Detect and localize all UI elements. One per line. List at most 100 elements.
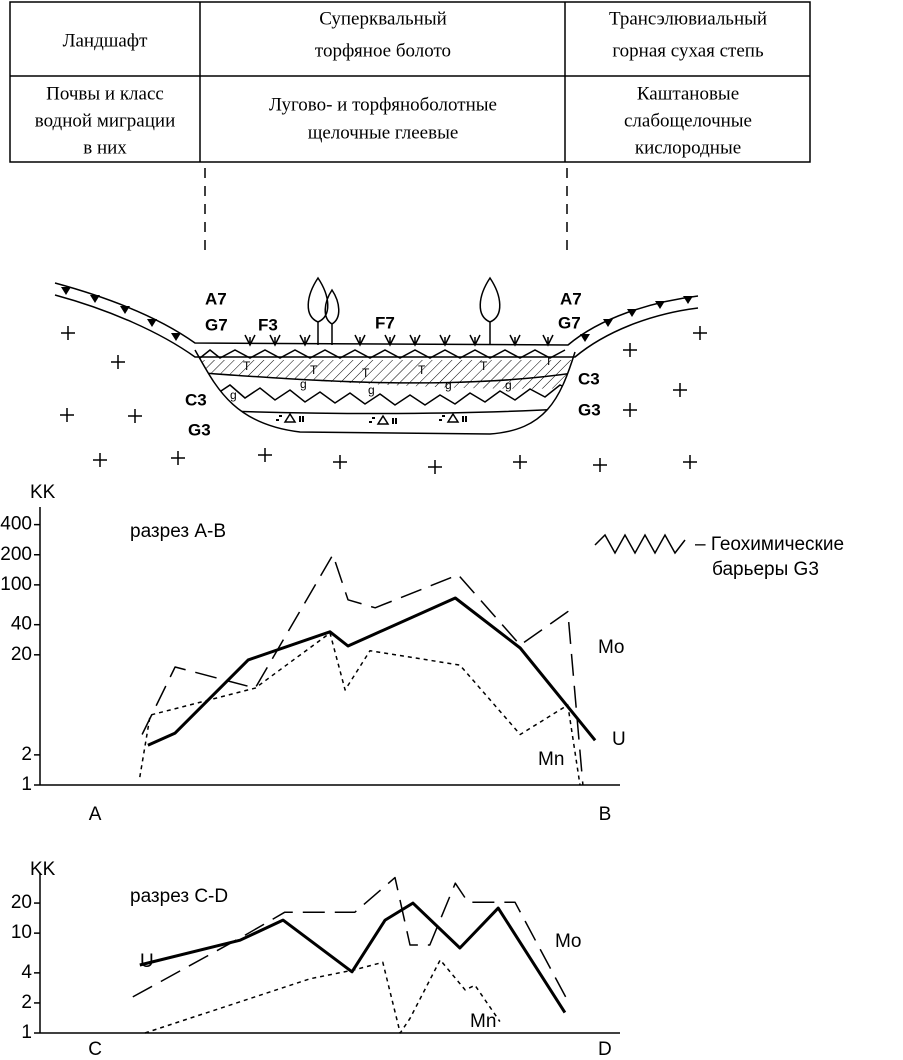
layer-mark: T: [310, 363, 318, 377]
layer-line: [200, 408, 580, 414]
plus: [623, 403, 637, 417]
cell-text: Почвы и класс: [46, 83, 164, 104]
diagram-label: F7: [375, 313, 395, 332]
diagram-label: G3: [188, 420, 211, 439]
layer-mark: g: [368, 383, 375, 397]
series-label: U: [612, 729, 626, 750]
x-tick-label: C: [88, 1039, 102, 1060]
crust-triangle: [171, 333, 181, 341]
cell-text: горная сухая степь: [612, 40, 764, 61]
y-tick-label: 10: [11, 922, 32, 943]
diagram-label: G7: [558, 313, 581, 332]
legend-text: барьеры G3: [712, 559, 819, 580]
diagram-label: F3: [258, 315, 278, 334]
cell-text: Суперквальный: [319, 8, 447, 29]
diagram-label: G7: [205, 315, 228, 334]
diagram-label: G3: [578, 400, 601, 419]
cell-text: Каштановые: [637, 83, 739, 104]
cell-text: Ландшафт: [63, 30, 149, 51]
diagram-label: A7: [205, 289, 227, 308]
plus: [60, 408, 74, 422]
layer-mark: g: [230, 388, 237, 402]
y-tick-label: 2: [21, 744, 32, 765]
x-tick-label: A: [89, 804, 102, 825]
chart-subtitle: разрез А-В: [130, 521, 226, 542]
y-axis-label: KK: [30, 859, 56, 880]
series-label: Mn: [470, 1011, 496, 1032]
layer-mark: g: [300, 377, 307, 391]
crust-triangle: [655, 301, 665, 309]
layer-mark: T: [418, 363, 426, 377]
layer-mark: g: [505, 378, 512, 392]
x-tick-label: D: [598, 1039, 612, 1060]
diagram-label: A7: [560, 289, 582, 308]
series-line: [142, 555, 583, 785]
grass-mark: [543, 335, 553, 345]
plus: [128, 409, 142, 423]
series-line: [148, 598, 595, 745]
series-line: [145, 960, 500, 1033]
y-tick-label: 1: [21, 774, 32, 795]
plus: [693, 326, 707, 340]
plus: [171, 451, 185, 465]
crust-triangle: [683, 296, 693, 304]
crust-triangle: [580, 334, 590, 342]
y-tick-label: 100: [0, 574, 32, 595]
series-label: Mo: [555, 931, 581, 952]
y-tick-label: 20: [11, 644, 32, 665]
cell-text: Трансэлювиальный: [609, 8, 767, 29]
y-axis-label: KK: [30, 482, 56, 503]
gley-symbols: [276, 414, 466, 424]
plus: [61, 326, 75, 340]
plus: [593, 458, 607, 472]
table: Ландшафт Суперквальный торфяное болото Т…: [10, 2, 810, 162]
tree: [325, 290, 339, 345]
crust-triangle: [90, 295, 100, 303]
y-tick-label: 4: [21, 962, 32, 983]
grass-mark: [510, 335, 520, 345]
cell-text: торфяное болото: [315, 40, 451, 61]
crust-triangle: [627, 309, 637, 317]
cell-text: водной миграции: [35, 110, 175, 131]
diagram-label: C3: [578, 369, 600, 388]
plus: [513, 455, 527, 469]
legend-text: – Геохимические: [695, 534, 844, 555]
y-tick-label: 2: [21, 992, 32, 1013]
plus: [673, 383, 687, 397]
layer-mark: T: [545, 354, 553, 368]
plus: [258, 448, 272, 462]
grass-mark: [440, 335, 450, 345]
bedrock-marks: [60, 326, 707, 474]
crust-triangle: [147, 319, 157, 327]
chart: KKразрез А-В122040100200400ABUMoMn: [0, 482, 625, 825]
diagram-label: C3: [185, 390, 207, 409]
landscape-section: A7 G7 F3 F7 A7 G7 C3 G3 C3 G3 T T T T T …: [55, 278, 707, 474]
plus: [623, 343, 637, 357]
legend-zigzag: [595, 535, 685, 553]
plus: [93, 453, 107, 467]
layer-mark: T: [243, 359, 251, 373]
plus: [333, 455, 347, 469]
grass-mark: [470, 335, 480, 345]
x-tick-label: B: [599, 804, 612, 825]
series-label: Mn: [538, 749, 564, 770]
layer-mark: T: [480, 359, 488, 373]
cell-text: щелочные глеевые: [308, 122, 459, 143]
series-line: [140, 633, 580, 785]
y-tick-label: 200: [0, 544, 32, 565]
symbol: [276, 416, 466, 424]
y-tick-label: 1: [21, 1022, 32, 1043]
cell-text: Лугово- и торфяноболотные: [269, 94, 497, 115]
figure: Ландшафт Суперквальный торфяное болото Т…: [0, 0, 903, 1060]
cell-text: в них: [83, 137, 127, 158]
crust-triangle: [120, 306, 130, 314]
crust-triangle: [603, 319, 613, 327]
y-tick-label: 40: [11, 614, 32, 635]
plus: [111, 355, 125, 369]
y-tick-label: 400: [0, 514, 32, 535]
series-label: U: [140, 951, 154, 972]
plus: [683, 455, 697, 469]
cell-text: кислородные: [635, 137, 741, 158]
